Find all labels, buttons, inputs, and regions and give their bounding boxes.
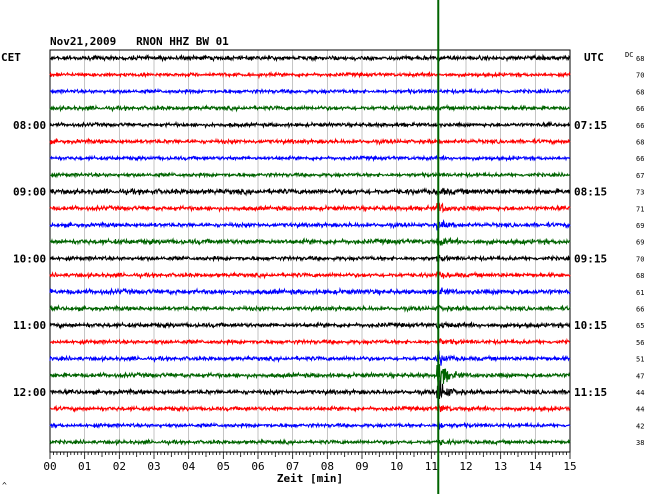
x-tick-label: 02: [113, 460, 126, 473]
x-tick-label: 03: [147, 460, 160, 473]
trace-8: [49, 171, 571, 179]
labels: Nov21,2009 RNON HHZ BW 01 CET UTC DC Zei…: [1, 35, 633, 490]
dc-value: 68: [636, 139, 644, 147]
x-tick-label: 11: [425, 460, 438, 473]
trace-10: [49, 202, 571, 214]
dc-value: 65: [636, 322, 644, 330]
right-hour-label: 09:15: [574, 252, 607, 265]
left-hour-label: 10:00: [13, 252, 46, 265]
x-axis-label: Zeit [min]: [277, 472, 343, 485]
dc-value: 66: [636, 155, 644, 163]
left-hour-label: 08:00: [13, 119, 46, 132]
dc-value: 73: [636, 189, 644, 197]
dc-value: 68: [636, 272, 644, 280]
right-hour-label: 08:15: [574, 186, 607, 199]
dc-values: 68 70 68 66 66 68 66 67 73 71 69 69 70 68 61 66 65 56 51 47…: [636, 55, 644, 447]
dc-value: 70: [636, 255, 644, 263]
dc-value: 66: [636, 306, 644, 314]
trace-23: [49, 421, 571, 430]
x-tick-label: 04: [182, 460, 196, 473]
x-tick-label: 07: [286, 460, 299, 473]
x-tick-label: 00: [43, 460, 56, 473]
right-hour-label: 07:15: [574, 119, 607, 132]
dc-value: 68: [636, 88, 644, 96]
dc-value: 44: [636, 406, 644, 414]
trace-18: [49, 337, 571, 347]
x-tick-label: 06: [251, 460, 264, 473]
trace-3: [49, 87, 571, 96]
dc-value: 38: [636, 439, 644, 447]
dc-value: 51: [636, 356, 644, 364]
dc-value: 56: [636, 339, 644, 347]
dc-value: 69: [636, 239, 644, 247]
dc-value: 61: [636, 289, 644, 297]
trace-6: [49, 137, 571, 146]
dc-value: 68: [636, 55, 644, 63]
x-tick-label: 05: [217, 460, 230, 473]
trace-7: [49, 154, 571, 163]
dc-value: 67: [636, 172, 644, 180]
dc-value: 69: [636, 222, 644, 230]
x-tick-label: 15: [563, 460, 576, 473]
right-timezone-label: UTC: [584, 51, 604, 64]
trace-19: [49, 350, 571, 366]
dc-value: 66: [636, 105, 644, 113]
x-tick-label: 08: [321, 460, 334, 473]
x-tick-labels: 00 01 02 03 04 05 06 07 08 09 10 11 12 13 14 15: [43, 460, 576, 473]
x-tick-label: 14: [529, 460, 543, 473]
dc-value: 66: [636, 122, 644, 130]
trace-16: [49, 304, 571, 313]
left-hour-label: 09:00: [13, 186, 46, 199]
trace-21: [49, 380, 571, 400]
x-tick-label: 01: [78, 460, 91, 473]
trace-13: [49, 254, 571, 263]
trace-5: [49, 120, 571, 129]
dc-value: 70: [636, 72, 644, 80]
dc-value: 44: [636, 389, 644, 397]
x-tick-label: 13: [494, 460, 507, 473]
trace-17: [49, 320, 571, 331]
dc-header: DC: [625, 51, 633, 59]
right-hour-label: 11:15: [574, 386, 607, 399]
trace-9: [49, 187, 571, 197]
chart-title: Nov21,2009 RNON HHZ BW 01: [50, 35, 229, 48]
left-hour-label: 12:00: [13, 386, 46, 399]
x-tick-label: 10: [390, 460, 403, 473]
footer-mark: ^: [2, 481, 7, 490]
seismic-traces: [49, 53, 571, 447]
left-timezone-label: CET: [1, 51, 21, 64]
x-tick-label: 12: [459, 460, 472, 473]
dc-value: 42: [636, 422, 644, 430]
trace-12: [49, 236, 571, 247]
grid: [49, 49, 571, 459]
dc-value: 47: [636, 372, 644, 380]
trace-1: [49, 53, 571, 63]
x-tick-label: 09: [355, 460, 368, 473]
trace-15: [49, 286, 571, 297]
left-hour-label: 11:00: [13, 319, 46, 332]
trace-22: [49, 402, 571, 413]
trace-4: [49, 103, 571, 113]
trace-2: [49, 70, 571, 80]
hour-labels: 08:00 09:00 10:00 11:00 12:00 07:15 08:15 09:15…: [13, 119, 607, 399]
trace-14: [49, 270, 571, 280]
trace-11: [49, 218, 571, 232]
dc-value: 71: [636, 205, 644, 213]
trace-24: [49, 437, 571, 447]
trace-20: [49, 363, 571, 387]
right-hour-label: 10:15: [574, 319, 607, 332]
